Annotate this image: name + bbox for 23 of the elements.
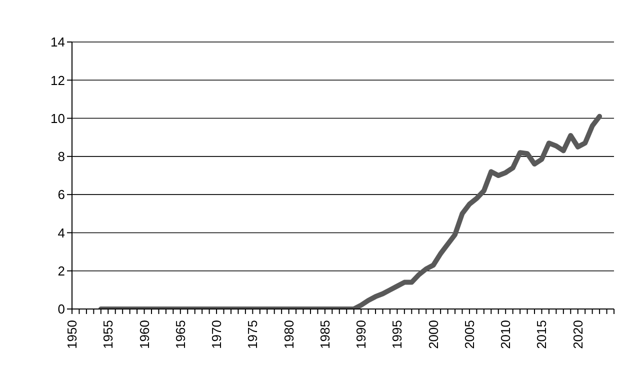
x-tick-label: 1985 — [317, 320, 332, 349]
x-tick-label: 1995 — [390, 320, 405, 349]
y-tick-label: 0 — [58, 302, 65, 317]
y-tick-label: 6 — [58, 187, 65, 202]
y-tick-label: 12 — [50, 72, 65, 88]
x-tick-label: 1950 — [64, 320, 80, 349]
x-tick-label: 2000 — [426, 320, 441, 349]
x-tick-label: 1955 — [100, 320, 116, 349]
y-tick-label: 2 — [58, 263, 65, 278]
x-tick-label: 1975 — [245, 320, 260, 349]
y-tick-label: 10 — [50, 110, 65, 126]
x-tick-label: 2020 — [570, 320, 586, 349]
x-tick-label: 1980 — [281, 320, 296, 349]
y-tick-label: 14 — [50, 34, 65, 50]
y-tick-label: 8 — [58, 149, 65, 164]
x-tick-label: 1965 — [172, 320, 188, 349]
y-tick-label: 4 — [58, 225, 65, 240]
x-tick-label: 1960 — [136, 320, 152, 349]
x-tick-label: 2015 — [534, 320, 550, 349]
x-tick-label: 2005 — [462, 320, 477, 349]
x-tick-label: 1970 — [209, 320, 224, 349]
x-tick-label: 1990 — [354, 320, 369, 349]
x-tick-label: 2010 — [498, 320, 514, 349]
